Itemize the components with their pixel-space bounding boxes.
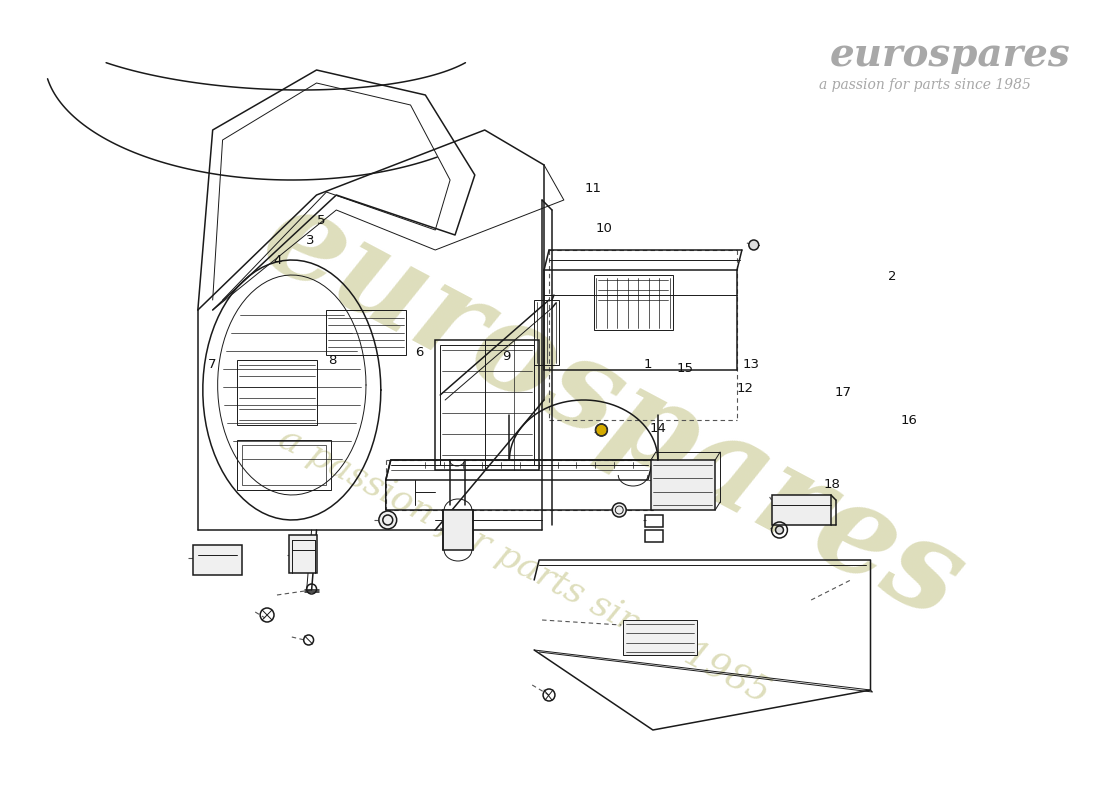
Circle shape xyxy=(595,424,607,436)
Text: 7: 7 xyxy=(208,358,217,370)
Circle shape xyxy=(776,526,783,534)
Text: 16: 16 xyxy=(900,414,917,426)
Bar xyxy=(651,460,715,510)
Text: eurospares: eurospares xyxy=(243,174,983,646)
Text: a passion for parts since 1985: a passion for parts since 1985 xyxy=(820,78,1031,92)
Bar xyxy=(242,445,327,485)
Bar xyxy=(624,620,697,655)
Circle shape xyxy=(378,511,397,529)
Text: 6: 6 xyxy=(415,346,424,358)
Circle shape xyxy=(749,240,759,250)
Text: 5: 5 xyxy=(317,214,326,226)
Text: 18: 18 xyxy=(824,478,840,490)
Text: 2: 2 xyxy=(888,270,896,282)
Bar xyxy=(440,345,535,465)
Text: 4: 4 xyxy=(273,254,282,266)
Bar xyxy=(443,510,473,550)
Bar xyxy=(327,310,406,355)
Text: eurospares: eurospares xyxy=(829,36,1070,74)
Bar xyxy=(535,300,559,365)
Text: a passion for parts since 1985: a passion for parts since 1985 xyxy=(273,421,776,710)
Text: 12: 12 xyxy=(737,382,754,394)
Bar xyxy=(238,440,331,490)
Text: 3: 3 xyxy=(306,234,315,246)
Text: 13: 13 xyxy=(742,358,759,370)
Text: 1: 1 xyxy=(644,358,651,370)
Text: 11: 11 xyxy=(584,182,602,194)
Text: 15: 15 xyxy=(676,362,694,374)
Bar xyxy=(771,495,830,525)
Text: 17: 17 xyxy=(835,386,851,398)
Bar xyxy=(436,340,539,470)
Text: 14: 14 xyxy=(650,422,667,434)
Circle shape xyxy=(613,503,626,517)
Bar xyxy=(645,515,663,527)
Bar xyxy=(289,535,317,573)
Bar xyxy=(238,360,317,425)
Text: 8: 8 xyxy=(328,354,337,366)
Bar xyxy=(645,530,663,542)
Text: 9: 9 xyxy=(502,350,510,362)
Bar xyxy=(594,275,673,330)
Text: 10: 10 xyxy=(595,222,613,234)
Bar xyxy=(192,545,242,575)
